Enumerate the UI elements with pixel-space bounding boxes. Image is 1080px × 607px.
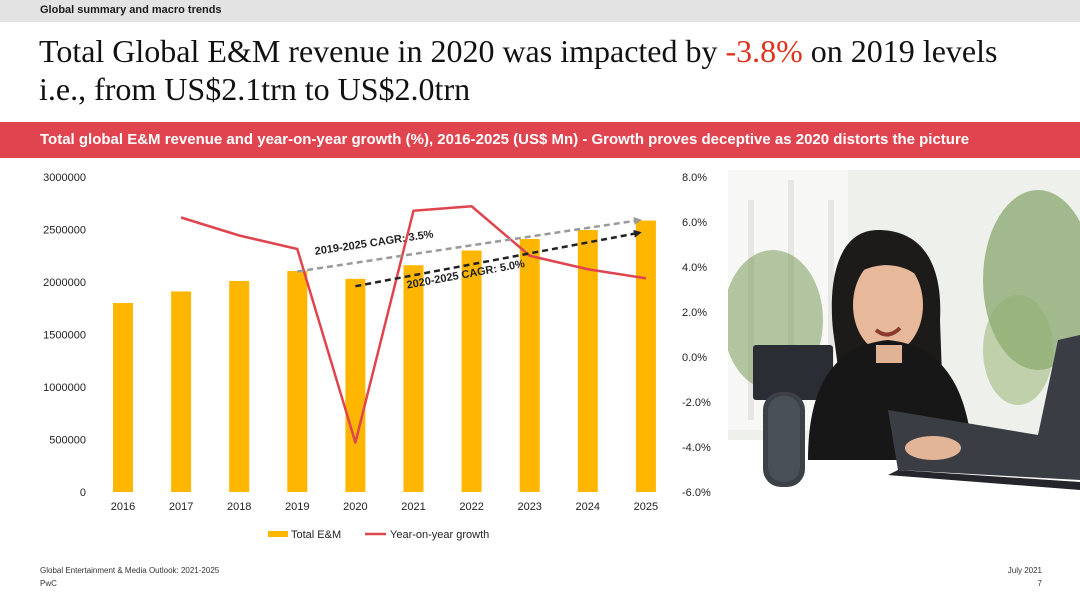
y-left-tick-label: 3000000 [43,172,86,184]
chart-title: Total global E&M revenue and year-on-yea… [40,131,970,148]
y-right-tick-label: 2.0% [682,307,707,319]
section-header-bar: Global summary and macro trends [0,0,1080,22]
bar-2017 [171,291,192,492]
bar-2022 [461,250,482,492]
y-left-tick-label: 1500000 [43,330,86,342]
y-right-tick-label: -4.0% [682,442,711,454]
growth-line [180,205,647,444]
bar-2016 [113,303,133,492]
bar-2021 [403,265,424,492]
woman-laptop-photo [728,170,1080,547]
title-text-post: on 2019 levels i.e., from US$2.1trn to U… [39,33,998,107]
x-tick-label: 2021 [401,501,425,513]
title-text-pre: Total Global E&M revenue in 2020 was imp… [39,33,726,69]
chart-title-banner: Total global E&M revenue and year-on-yea… [0,122,1080,158]
bar-2024 [577,230,598,492]
y-right-tick-label: 4.0% [682,262,707,274]
x-tick-label: 2018 [227,501,251,513]
title-highlight: -3.8% [725,33,803,69]
legend-swatch-total [268,531,288,537]
cagr-arrow-1 [297,216,642,273]
y-left-tick-label: 500000 [49,435,86,447]
bar-2020 [345,278,366,492]
x-tick-label: 2024 [576,501,600,513]
y-right-tick-label: -6.0% [682,487,711,499]
x-tick-label: 2017 [169,501,193,513]
footer-page-number: 7 [1037,579,1042,588]
legend-label-growth: Year-on-year growth [390,529,489,541]
y-right-tick-label: 8.0% [682,172,707,184]
y-right-tick-label: -2.0% [682,397,711,409]
footer-brand: PwC [40,579,57,588]
bar-2018 [229,280,250,492]
y-left-tick-label: 1000000 [43,382,86,394]
y-left-tick-label: 2000000 [43,277,86,289]
x-tick-label: 2023 [517,501,541,513]
revenue-growth-chart: 2019-2025 CAGR: 3.5%2020-2025 CAGR: 5.0%… [43,172,711,541]
legend-label-total: Total E&M [291,529,341,541]
x-tick-label: 2020 [343,501,367,513]
x-tick-label: 2025 [634,501,658,513]
footer-date: July 2021 [1007,566,1042,575]
cagr-arrow-2 [355,229,642,288]
x-tick-label: 2022 [459,501,483,513]
y-left-tick-label: 0 [80,487,86,499]
y-right-tick-label: 6.0% [682,217,707,229]
x-tick-label: 2016 [111,501,135,513]
y-right-tick-label: 0.0% [682,352,707,364]
bar-2025 [635,220,656,492]
x-tick-label: 2019 [285,501,309,513]
y-left-tick-label: 2500000 [43,225,86,237]
page-title: Total Global E&M revenue in 2020 was imp… [39,32,1039,108]
footer-source: Global Entertainment & Media Outlook: 20… [40,566,220,575]
section-label: Global summary and macro trends [40,4,222,16]
bar-2023 [519,238,540,492]
bar-2019 [287,270,308,492]
